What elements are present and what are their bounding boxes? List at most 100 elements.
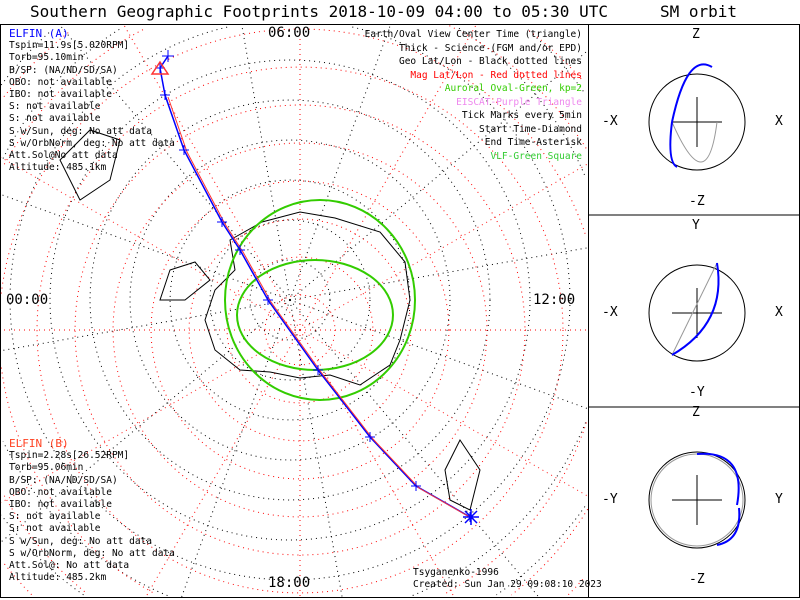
track-tick-mark <box>217 217 227 227</box>
view-center-triangle <box>150 60 170 75</box>
polar-map <box>0 24 589 598</box>
legend-item: VLF-Green Square <box>490 150 582 162</box>
info-line: Att.Sol@No att data <box>9 150 118 162</box>
start-marker <box>162 50 174 62</box>
mag-latitude-circle <box>74 104 526 556</box>
elfin-a-info: ELFIN (A) Tspin=11.9s[5.020RPM] Torb=95.1… <box>9 27 175 174</box>
info-line: Tspin=11.9s[5.020RPM] <box>9 40 130 52</box>
legend-item: Earth/Oval View Center Time (triangle) <box>364 29 582 40</box>
hour-label-left: 00:00 <box>6 292 49 308</box>
info-line: Att.Sol@: No att data <box>9 560 130 572</box>
legend-item: Auroral Oval-Green, kp=2 <box>444 83 582 94</box>
legend-item: Start Time-Diamond <box>479 123 582 135</box>
antarctica-coastline <box>204 211 411 386</box>
info-line: Torb=95.06min <box>9 462 84 474</box>
hour-label-bottom: 18:00 <box>268 575 311 591</box>
sm-axis-label-bottom: -Z <box>689 194 705 209</box>
orbit-track <box>696 452 741 546</box>
sm-axis-label-left: -X <box>602 305 618 320</box>
sm-axis-label-top: Y <box>692 218 700 233</box>
sm-axis-label-right: X <box>775 114 783 129</box>
sm-axis-label-bottom: -Y <box>689 385 705 400</box>
track-tick-mark <box>263 295 273 305</box>
hour-label-top: 06:00 <box>268 25 311 41</box>
legend-item: Thick - Science (FGM and/or EPD) <box>398 42 582 54</box>
mag-latitude-circle <box>36 66 564 594</box>
created-label: Created: Sun Jan 29 09:08:10 2023 <box>413 579 602 590</box>
earth-circle <box>648 451 746 549</box>
page-title: Southern Geographic Footprints 2018-10-0… <box>30 2 608 21</box>
geo-latitude-circle <box>2 27 587 597</box>
geo-latitude-circle <box>249 259 331 341</box>
info-line: OBO: not available <box>9 76 112 88</box>
mag-longitude-line <box>299 329 589 497</box>
earth-circle <box>648 73 746 171</box>
geo-longitude-line <box>289 299 343 598</box>
sm-axis-label-top: Z <box>692 27 700 42</box>
geo-longitude-line <box>0 194 291 301</box>
elfin-b-info: ELFIN (B) Tspin=2.28s[26.52RPM] Torb=95.0… <box>9 437 175 584</box>
hour-label-right: 12:00 <box>533 292 576 308</box>
info-line: S w/OrbNorm, deg: No att data <box>9 137 175 149</box>
legend-item: Tick Marks every 5min <box>461 110 582 121</box>
sm-axis-label-left: -X <box>602 114 618 129</box>
track-tick-mark <box>160 90 170 100</box>
earth-circle <box>648 264 746 362</box>
coastline <box>59 129 121 201</box>
legend-item: Mag Lat/Lon - Red dotted lines <box>410 69 582 81</box>
info-line: S w/Sun, deg: No att data <box>9 125 152 137</box>
info-line: IBO: not available <box>9 499 112 511</box>
legend-item: EISCAT-Purple Triangle <box>456 96 582 108</box>
info-line: S: not available <box>9 511 101 523</box>
track-tick-mark <box>235 245 245 255</box>
orbit-back <box>671 121 718 163</box>
mag-latitude-circle <box>0 28 587 596</box>
orbit-back <box>671 262 718 356</box>
model-label: Tsyganenko-1996 <box>413 567 499 578</box>
sm-axis-label-right: X <box>775 305 783 320</box>
info-line: S: not available <box>9 101 101 113</box>
elfin-b-name: ELFIN (B) <box>9 437 69 450</box>
info-line: OBO: not available <box>9 486 112 498</box>
track-tick-mark <box>313 365 323 375</box>
info-line: Tspin=2.28s[26.52RPM] <box>9 450 130 462</box>
mag-latitude-circle <box>150 180 450 480</box>
elfin-b-track <box>167 96 474 520</box>
info-line: S w/OrbNorm, deg: No att data <box>9 547 175 559</box>
mag-latitude-circle <box>3 30 584 596</box>
geo-longitude-line <box>289 299 540 598</box>
track-tick-mark <box>179 145 189 155</box>
sm-axis-label-bottom: -Z <box>689 572 705 587</box>
elfin-a-name: ELFIN (A) <box>9 27 69 40</box>
mag-longitude-line <box>299 163 589 331</box>
axis-cross <box>672 97 722 147</box>
geo-latitude-circle <box>169 179 411 421</box>
info-line: Altitude: 485.2km <box>9 572 107 584</box>
legend-item: End Time-Asterisk <box>484 137 582 148</box>
track-tick-mark <box>365 432 375 442</box>
info-line: B/SP: (NA/ND/SD/SA) <box>9 474 118 486</box>
sm-axis-label-right: Y <box>775 492 783 507</box>
legend: Earth/Oval View Center Time (triangle) Th… <box>365 28 582 163</box>
info-line: S w/Sun, deg: No att data <box>9 535 152 547</box>
mag-latitude-circle <box>112 142 488 518</box>
auroral-oval-inner <box>236 259 394 371</box>
sm-axis-label-left: -Y <box>602 492 618 507</box>
sm-orbit-title: SM orbit <box>660 2 738 21</box>
info-line: Torb=95.10min <box>9 52 84 64</box>
axis-cross <box>672 475 722 525</box>
info-line: S: not available <box>9 113 101 125</box>
auroral-oval-outer <box>224 199 416 401</box>
info-line: Altitude: 485.1km <box>9 162 107 174</box>
sm-axis-label-top: Z <box>692 405 700 420</box>
info-line: B/SP: (NA/ND/SD/SA) <box>9 64 118 76</box>
coastline <box>159 261 211 301</box>
coastline <box>444 439 481 511</box>
info-line: IBO: not available <box>9 89 112 101</box>
orbit-track <box>671 262 720 356</box>
axis-cross <box>672 288 722 338</box>
legend-item: Geo Lat/Lon - Black dotted lines <box>398 56 582 67</box>
geo-longitude-line <box>241 24 291 301</box>
orbit-track <box>669 63 713 168</box>
